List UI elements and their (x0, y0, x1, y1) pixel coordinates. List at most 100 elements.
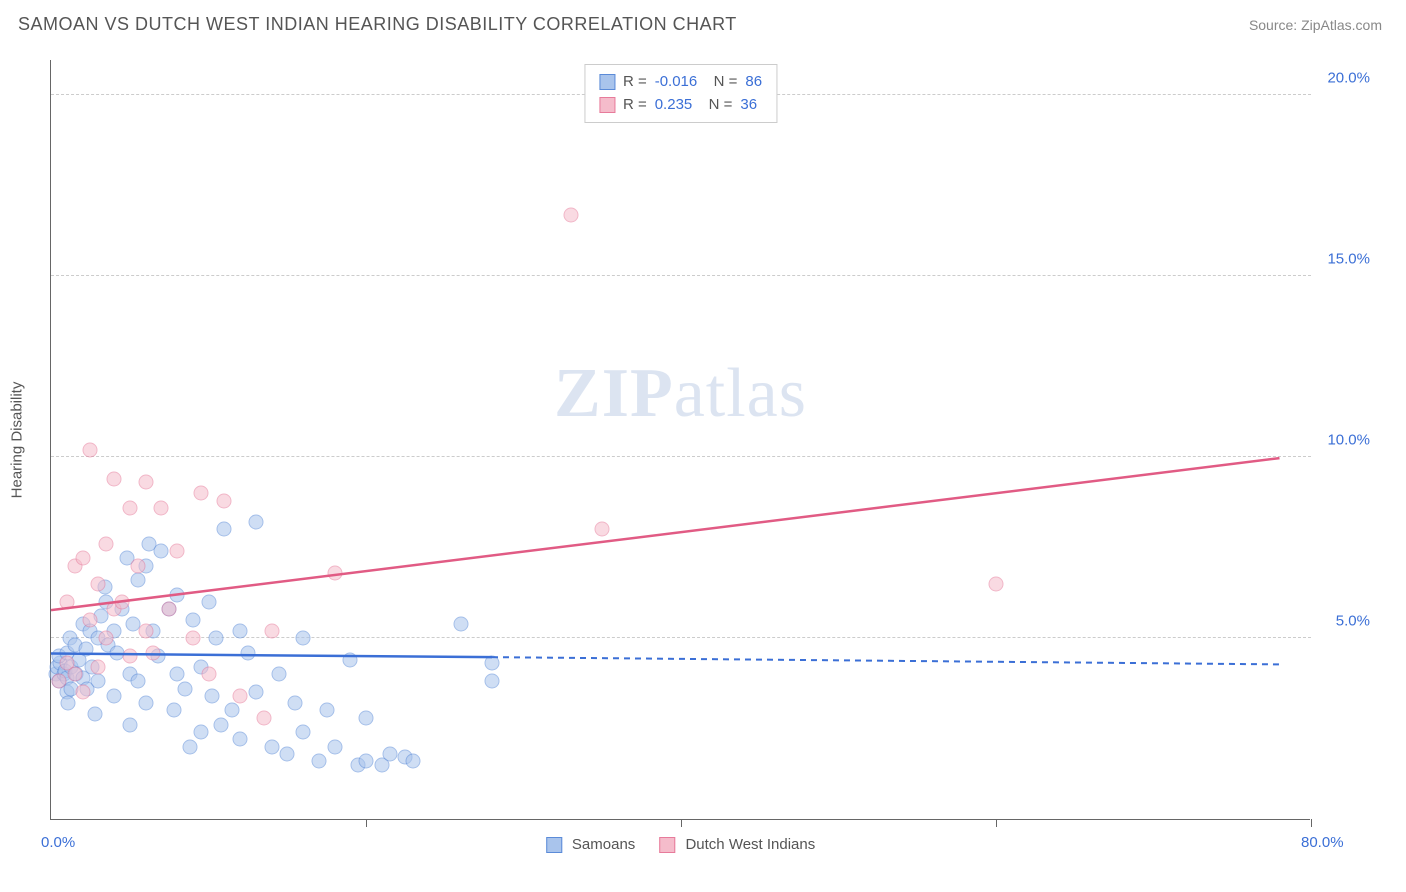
data-point (453, 616, 468, 631)
data-point (595, 522, 610, 537)
data-point (162, 602, 177, 617)
data-point (288, 696, 303, 711)
data-point (327, 739, 342, 754)
data-point (311, 754, 326, 769)
data-point (170, 667, 185, 682)
legend-swatch-icon (599, 74, 615, 90)
legend-swatch-icon (599, 97, 615, 113)
data-point (272, 667, 287, 682)
data-point (989, 576, 1004, 591)
data-point (233, 623, 248, 638)
data-point (217, 493, 232, 508)
data-point (225, 703, 240, 718)
legend-swatch-icon (546, 837, 562, 853)
data-point (382, 746, 397, 761)
plot-area: Hearing Disability ZIPatlas R = -0.016 N… (50, 60, 1310, 820)
watermark: ZIPatlas (554, 354, 807, 434)
data-point (264, 739, 279, 754)
data-point (138, 623, 153, 638)
data-point (107, 471, 122, 486)
data-point (91, 576, 106, 591)
data-point (201, 594, 216, 609)
data-point (130, 558, 145, 573)
data-point (209, 631, 224, 646)
x-tick (1311, 819, 1312, 827)
data-point (359, 754, 374, 769)
data-point (99, 536, 114, 551)
data-point (256, 710, 271, 725)
chart-header: SAMOAN VS DUTCH WEST INDIAN HEARING DISA… (0, 0, 1406, 35)
x-tick (366, 819, 367, 827)
data-point (138, 696, 153, 711)
data-point (343, 652, 358, 667)
data-point (122, 717, 137, 732)
data-point (201, 667, 216, 682)
data-point (193, 486, 208, 501)
legend-swatch-icon (659, 837, 675, 853)
source-attribution: Source: ZipAtlas.com (1249, 17, 1382, 33)
data-point (91, 660, 106, 675)
data-point (485, 656, 500, 671)
data-point (138, 475, 153, 490)
data-point (359, 710, 374, 725)
data-point (83, 612, 98, 627)
x-tick-label: 0.0% (41, 834, 75, 851)
data-point (83, 442, 98, 457)
data-point (248, 515, 263, 530)
data-point (146, 645, 161, 660)
legend-row-samoans: R = -0.016 N = 86 (599, 71, 762, 94)
data-point (296, 725, 311, 740)
data-point (67, 667, 82, 682)
data-point (114, 594, 129, 609)
data-point (51, 674, 66, 689)
data-point (91, 674, 106, 689)
data-point (182, 739, 197, 754)
x-tick-label: 80.0% (1301, 834, 1344, 851)
data-point (296, 631, 311, 646)
data-point (193, 725, 208, 740)
correlation-legend: R = -0.016 N = 86 R = 0.235 N = 36 (584, 64, 777, 123)
x-tick (681, 819, 682, 827)
data-point (204, 688, 219, 703)
data-point (185, 631, 200, 646)
data-point (248, 685, 263, 700)
data-point (166, 703, 181, 718)
data-point (122, 649, 137, 664)
trend-overlay (51, 60, 1311, 820)
data-point (154, 500, 169, 515)
gridline (51, 456, 1311, 457)
data-point (319, 703, 334, 718)
data-point (59, 594, 74, 609)
data-point (107, 688, 122, 703)
data-point (217, 522, 232, 537)
data-point (170, 587, 185, 602)
data-point (233, 688, 248, 703)
data-point (75, 551, 90, 566)
data-point (130, 674, 145, 689)
data-point (563, 207, 578, 222)
data-point (78, 641, 93, 656)
data-point (264, 623, 279, 638)
legend-item-samoans: Samoans (546, 836, 636, 853)
data-point (88, 707, 103, 722)
chart-title: SAMOAN VS DUTCH WEST INDIAN HEARING DISA… (18, 14, 737, 35)
data-point (233, 732, 248, 747)
y-tick-label: 20.0% (1327, 70, 1370, 87)
data-point (130, 573, 145, 588)
data-point (280, 746, 295, 761)
legend-item-dutch: Dutch West Indians (659, 836, 815, 853)
legend-row-dutch: R = 0.235 N = 36 (599, 94, 762, 117)
data-point (240, 645, 255, 660)
data-point (327, 565, 342, 580)
y-axis-title: Hearing Disability (9, 381, 26, 498)
series-legend: Samoans Dutch West Indians (546, 836, 816, 853)
data-point (170, 544, 185, 559)
data-point (122, 500, 137, 515)
data-point (99, 631, 114, 646)
y-tick-label: 15.0% (1327, 251, 1370, 268)
x-tick (996, 819, 997, 827)
scatter-chart: Hearing Disability ZIPatlas R = -0.016 N… (50, 60, 1370, 840)
data-point (177, 681, 192, 696)
data-point (154, 544, 169, 559)
data-point (185, 612, 200, 627)
